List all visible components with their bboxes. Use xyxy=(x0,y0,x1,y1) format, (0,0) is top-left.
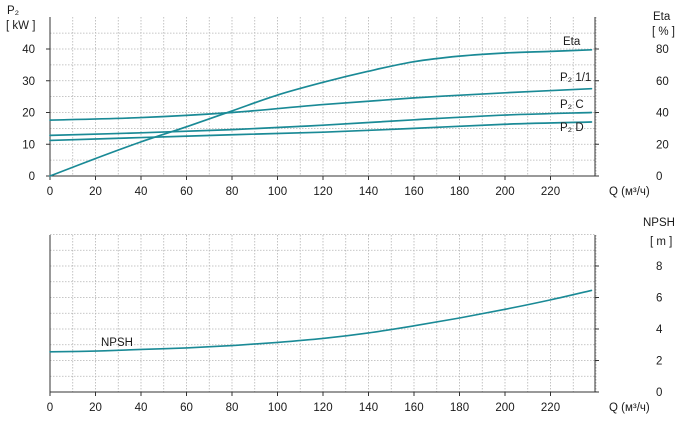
right-y-tick-label: 6 xyxy=(656,293,662,305)
right-y-tick-label: 0 xyxy=(656,171,662,183)
x-axis-title: Q (м³/ч) xyxy=(609,402,650,414)
right-y-tick-label: 20 xyxy=(656,139,669,151)
x-tick-label: 40 xyxy=(135,402,148,414)
x-tick-label: 200 xyxy=(495,186,514,198)
left-axis-title: P₂ xyxy=(7,5,19,17)
left-y-tick-label: 20 xyxy=(22,108,35,120)
right-y-tick-label: 4 xyxy=(656,324,663,336)
x-tick-label: 160 xyxy=(404,186,423,198)
x-tick-label: 160 xyxy=(404,402,423,414)
x-tick-label: 180 xyxy=(450,402,469,414)
x-tick-label: 60 xyxy=(180,186,193,198)
series-label-p-d: P₂ D xyxy=(560,122,584,134)
x-tick-label: 180 xyxy=(450,186,469,198)
x-tick-label: 220 xyxy=(541,402,560,414)
power-efficiency-chart: 0 10 20 30 40 0 20 40 60 80 P₂ [ kW ] Eta [ % ] 0 20 40 6… xyxy=(6,5,675,198)
right-y-tick-label: 60 xyxy=(656,76,669,88)
series-line-eta xyxy=(49,48,593,177)
x-tick-label: 80 xyxy=(226,186,239,198)
right-axis-unit: [ m ] xyxy=(650,236,672,248)
left-axis-unit: [ kW ] xyxy=(6,20,35,32)
right-y-tick-label: 0 xyxy=(656,387,662,399)
series-line-p-c xyxy=(49,111,593,137)
right-axis-unit: [ % ] xyxy=(652,26,675,38)
x-tick-label: 220 xyxy=(541,186,560,198)
right-y-tick-label: 8 xyxy=(656,261,662,273)
x-tick-label: 80 xyxy=(226,402,239,414)
left-y-tick-label: 10 xyxy=(22,139,35,151)
left-y-tick-label: 30 xyxy=(22,76,35,88)
right-axis-title: NPSH xyxy=(643,217,675,229)
x-tick-label: 100 xyxy=(268,186,287,198)
x-tick-label: 60 xyxy=(180,402,193,414)
series-label-p-1-1: P₂ 1/1 xyxy=(560,72,591,84)
x-tick-label: 140 xyxy=(359,186,378,198)
x-tick-label: 120 xyxy=(313,402,332,414)
series-label-p-c: P₂ C xyxy=(560,99,584,111)
series-line-p-1-1 xyxy=(49,87,593,121)
npsh-chart: 0 2 4 6 8 NPSH [ m ] 0 20 40 60 80 100 120 140 160 180 20… xyxy=(47,217,675,414)
x-tick-label: 20 xyxy=(89,402,102,414)
left-y-tick-label: 0 xyxy=(29,171,35,183)
x-tick-label: 40 xyxy=(135,186,148,198)
x-tick-label: 120 xyxy=(313,186,332,198)
x-tick-label: 0 xyxy=(47,402,53,414)
left-y-tick-label: 40 xyxy=(22,44,35,56)
series-line-p-d xyxy=(49,121,593,142)
x-tick-label: 20 xyxy=(89,186,102,198)
x-axis-title: Q (м³/ч) xyxy=(609,186,650,198)
right-y-tick-label: 2 xyxy=(656,356,662,368)
right-y-tick-label: 40 xyxy=(656,108,669,120)
x-tick-label: 200 xyxy=(495,402,514,414)
x-tick-label: 140 xyxy=(359,402,378,414)
series-line-npsh xyxy=(49,289,593,353)
x-tick-label: 0 xyxy=(47,186,53,198)
series-label-eta: Eta xyxy=(563,36,581,48)
series-label-npsh: NPSH xyxy=(101,337,133,349)
x-tick-label: 100 xyxy=(268,402,287,414)
right-axis-title: Eta xyxy=(653,11,671,23)
right-y-tick-label: 80 xyxy=(656,44,669,56)
